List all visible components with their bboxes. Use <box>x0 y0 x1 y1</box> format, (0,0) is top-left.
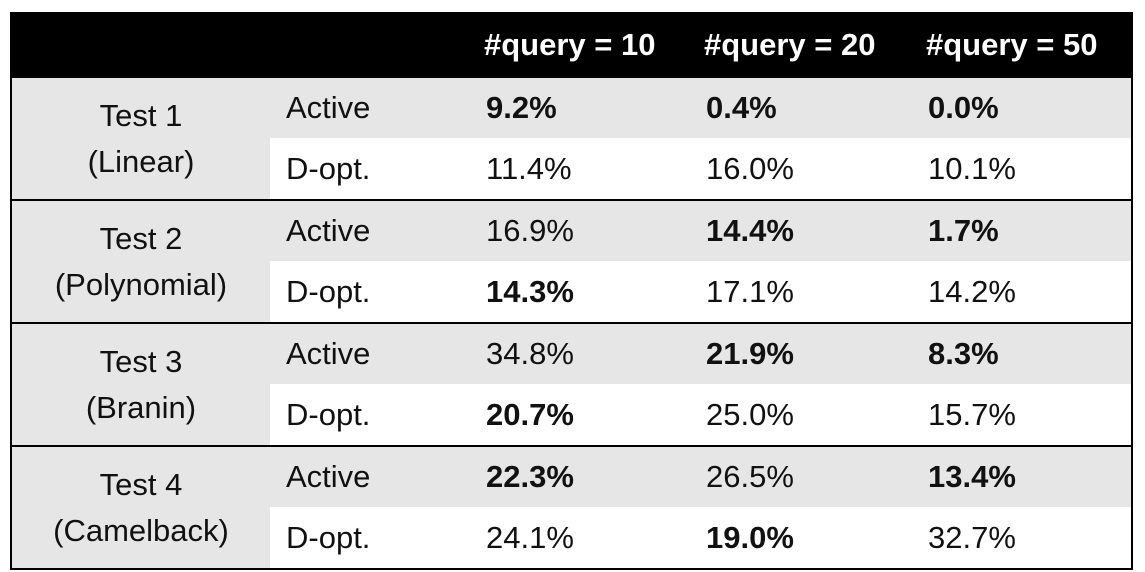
header-query-20: #query = 20 <box>704 27 876 62</box>
table-row-dopt: D-opt. 14.3% 17.1% 14.2% <box>270 262 1131 322</box>
value-query-20: 16.0% <box>706 151 794 186</box>
value-query-20: 0.4% <box>706 90 777 125</box>
value-query-20: 21.9% <box>706 336 794 371</box>
header-query-10: #query = 10 <box>484 27 656 62</box>
table-row-active: Active 16.9% 14.4% 1.7% <box>270 201 1131 262</box>
method-label: D-opt. <box>286 151 371 186</box>
value-query-20: 25.0% <box>706 397 794 432</box>
test-label: Test 2 (Polynomial) <box>12 201 270 322</box>
table-row-active: Active 22.3% 26.5% 13.4% <box>270 447 1131 508</box>
value-query-20: 14.4% <box>706 213 794 248</box>
method-label: D-opt. <box>286 274 371 309</box>
results-table: #query = 10 #query = 20 #query = 50 Test… <box>10 12 1133 570</box>
value-query-50: 32.7% <box>928 520 1016 555</box>
test-function: (Camelback) <box>53 512 229 548</box>
test-group-1: Test 1 (Linear) Active 9.2% 0.4% 0.0% D-… <box>12 76 1131 199</box>
value-query-20: 19.0% <box>706 520 794 555</box>
value-query-10: 20.7% <box>486 397 574 432</box>
method-label: Active <box>286 459 371 494</box>
value-query-50: 14.2% <box>928 274 1016 309</box>
value-query-10: 9.2% <box>486 90 557 125</box>
test-label: Test 3 (Branin) <box>12 324 270 445</box>
test-function: (Polynomial) <box>54 266 228 302</box>
table-row-dopt: D-opt. 24.1% 19.0% 32.7% <box>270 508 1131 568</box>
value-query-50: 1.7% <box>928 213 999 248</box>
value-query-20: 17.1% <box>706 274 794 309</box>
test-name: Test 2 <box>99 220 183 256</box>
value-query-50: 15.7% <box>928 397 1016 432</box>
value-query-50: 13.4% <box>928 459 1016 494</box>
value-query-50: 10.1% <box>928 151 1016 186</box>
value-query-10: 24.1% <box>486 520 574 555</box>
header-query-50: #query = 50 <box>926 27 1098 62</box>
value-query-10: 22.3% <box>486 459 574 494</box>
value-query-50: 0.0% <box>928 90 999 125</box>
value-query-20: 26.5% <box>706 459 794 494</box>
test-group-4: Test 4 (Camelback) Active 22.3% 26.5% 13… <box>12 445 1131 568</box>
test-function: (Branin) <box>85 389 197 425</box>
test-name: Test 1 <box>99 97 183 133</box>
value-query-50: 8.3% <box>928 336 999 371</box>
table-row-dopt: D-opt. 11.4% 16.0% 10.1% <box>270 139 1131 199</box>
value-query-10: 11.4% <box>486 151 572 186</box>
method-label: D-opt. <box>286 520 371 555</box>
test-group-2: Test 2 (Polynomial) Active 16.9% 14.4% 1… <box>12 199 1131 322</box>
method-label: Active <box>286 90 371 125</box>
table-row-dopt: D-opt. 20.7% 25.0% 15.7% <box>270 385 1131 445</box>
header-row: #query = 10 #query = 20 #query = 50 <box>12 14 1131 76</box>
method-label: Active <box>286 213 371 248</box>
test-name: Test 4 <box>99 466 183 502</box>
method-label: D-opt. <box>286 397 371 432</box>
test-function: (Linear) <box>87 143 195 179</box>
value-query-10: 14.3% <box>486 274 574 309</box>
test-group-3: Test 3 (Branin) Active 34.8% 21.9% 8.3% … <box>12 322 1131 445</box>
table-row-active: Active 9.2% 0.4% 0.0% <box>270 78 1131 139</box>
test-label: Test 4 (Camelback) <box>12 447 270 568</box>
table-row-active: Active 34.8% 21.9% 8.3% <box>270 324 1131 385</box>
value-query-10: 16.9% <box>486 213 574 248</box>
test-label: Test 1 (Linear) <box>12 78 270 199</box>
value-query-10: 34.8% <box>486 336 574 371</box>
method-label: Active <box>286 336 371 371</box>
test-name: Test 3 <box>99 343 183 379</box>
